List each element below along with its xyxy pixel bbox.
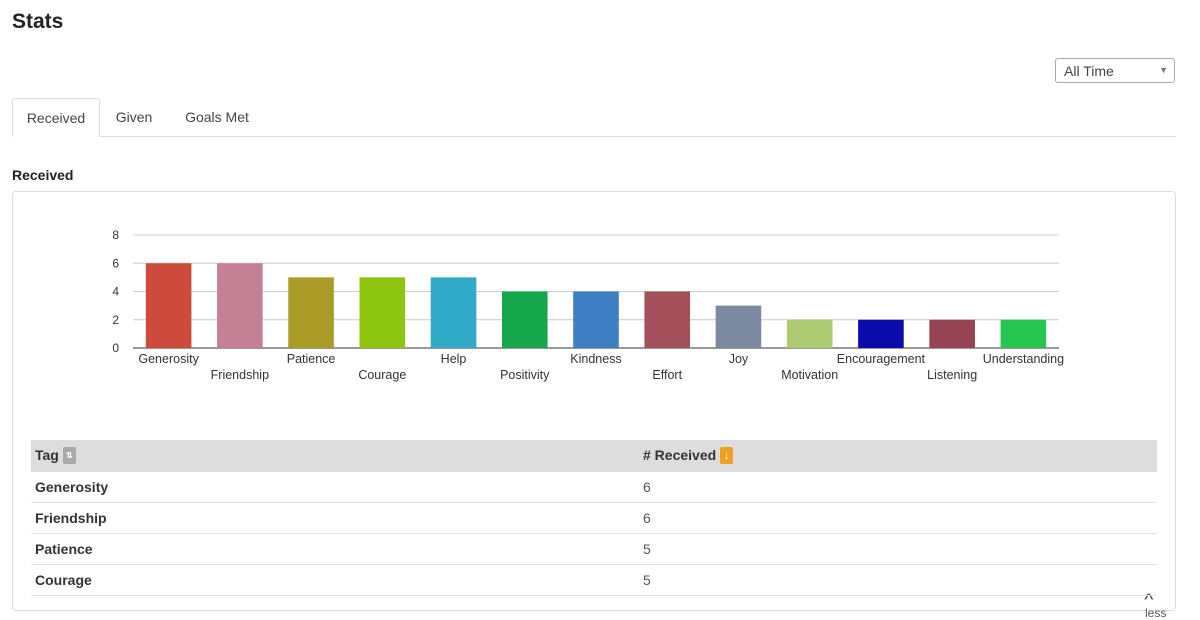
- sort-down-icon[interactable]: ↓: [720, 446, 734, 464]
- bar-kindness: [573, 291, 619, 348]
- bar-generosity: [145, 263, 192, 348]
- x-tick-label: Courage: [358, 368, 406, 382]
- less-label: less: [1145, 606, 1167, 620]
- bar-positivity: [501, 291, 548, 348]
- x-tick-label: Kindness: [570, 352, 621, 366]
- x-tick-label: Encouragement: [837, 352, 926, 366]
- tab-goals-met[interactable]: Goals Met: [185, 109, 249, 125]
- table-header-row: Tag ⇅ # Received ↓: [31, 440, 1157, 472]
- x-tick-label: Effort: [652, 368, 682, 382]
- count-cell: 5: [639, 564, 1157, 596]
- x-tick-label: Help: [441, 352, 467, 366]
- y-tick-label: 0: [112, 341, 119, 355]
- table-row: Courage 5: [31, 564, 1157, 596]
- count-cell: 6: [639, 472, 1157, 503]
- bar-friendship: [217, 263, 263, 348]
- bar-understanding: [1000, 319, 1047, 348]
- tag-column-header[interactable]: Tag ⇅: [31, 440, 639, 472]
- y-tick-label: 4: [112, 285, 119, 299]
- tag-cell: Generosity: [31, 472, 639, 503]
- x-tick-label: Positivity: [500, 368, 550, 382]
- tab-bar: Received Given Goals Met: [12, 98, 1176, 137]
- tag-header-label: Tag: [35, 447, 59, 464]
- bar-patience: [288, 277, 334, 348]
- count-cell: 6: [639, 502, 1157, 534]
- tag-cell: Courage: [31, 564, 639, 596]
- period-select[interactable]: All Time ▼: [1055, 58, 1175, 83]
- bar-courage: [359, 277, 406, 348]
- bar-encouragement: [858, 319, 904, 348]
- count-cell: 5: [639, 533, 1157, 565]
- caret-down-icon: ▼: [1159, 65, 1168, 75]
- table-row: Patience 5: [31, 533, 1157, 565]
- chevron-up-icon: ^: [1143, 591, 1154, 606]
- x-tick-label: Listening: [927, 368, 977, 382]
- bar-help: [430, 277, 477, 348]
- tab-received[interactable]: Received: [12, 98, 100, 137]
- bar-effort: [644, 291, 691, 348]
- y-tick-label: 8: [112, 228, 119, 242]
- received-column-header[interactable]: # Received ↓: [639, 440, 1157, 472]
- period-select-value: All Time: [1064, 63, 1114, 79]
- y-tick-label: 6: [112, 256, 119, 270]
- x-tick-label: Generosity: [138, 352, 199, 366]
- y-tick-label: 2: [112, 313, 119, 327]
- tag-cell: Friendship: [31, 502, 639, 534]
- received-header-label: # Received: [643, 447, 717, 464]
- x-tick-label: Understanding: [983, 352, 1064, 366]
- sort-icon[interactable]: ⇅: [62, 446, 76, 464]
- x-tick-label: Joy: [729, 352, 749, 366]
- bar-chart: 0 2 4 6 8 Generosity Friendship Patience Courage…: [112, 228, 1064, 382]
- x-tick-label: Motivation: [781, 368, 838, 382]
- stats-table: Tag ⇅ # Received ↓ Generosity 6 Friendship…: [31, 440, 1157, 596]
- tag-cell: Patience: [31, 533, 639, 565]
- bar-joy: [715, 305, 762, 348]
- table-row: Friendship 6: [31, 502, 1157, 534]
- bar-listening: [929, 319, 975, 348]
- page-title: Stats: [12, 10, 64, 33]
- x-tick-label: Friendship: [211, 368, 269, 382]
- bar-motivation: [786, 319, 833, 348]
- table-row: Generosity 6: [31, 472, 1157, 503]
- x-tick-label: Patience: [287, 352, 336, 366]
- tab-given[interactable]: Given: [115, 109, 153, 125]
- section-title: Received: [12, 167, 74, 183]
